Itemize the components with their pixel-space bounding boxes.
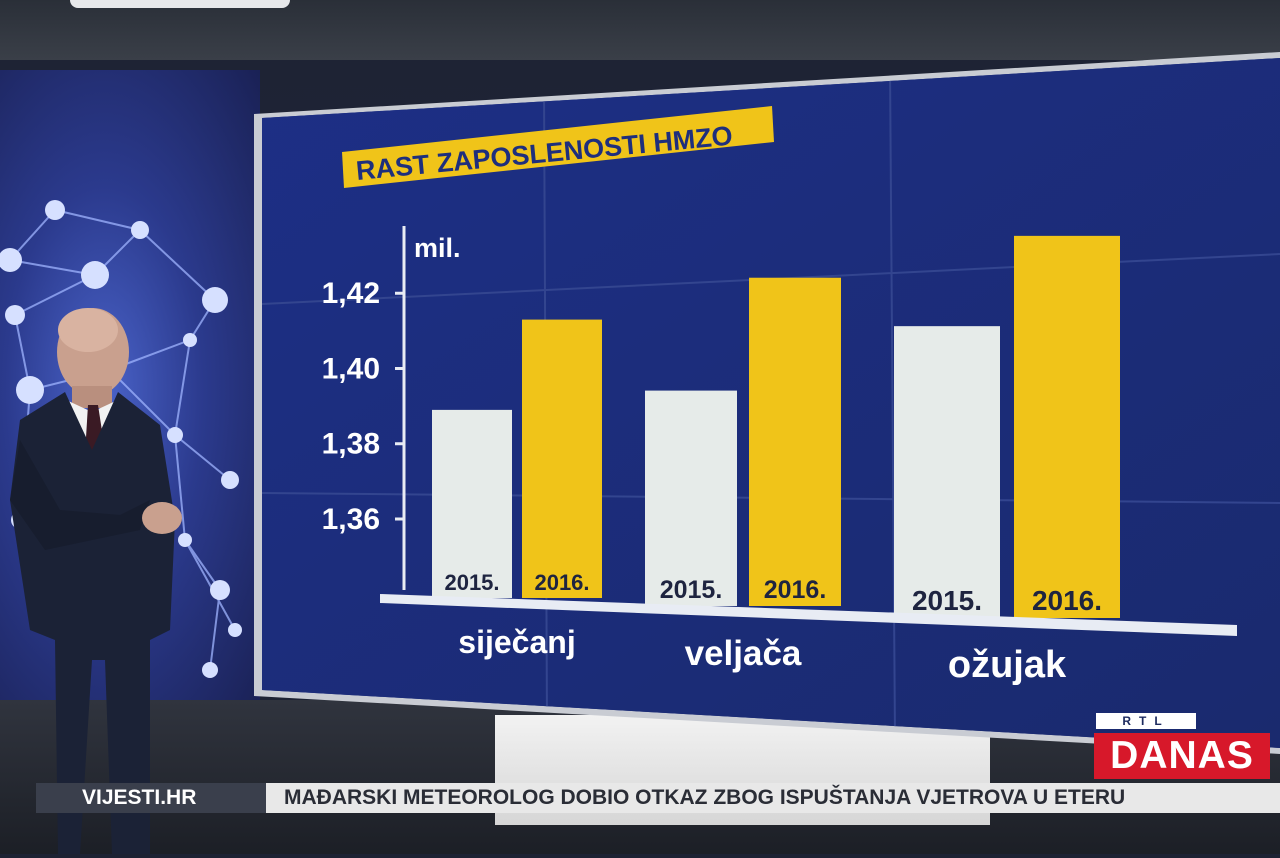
bar-2016-2 [1014, 235, 1120, 618]
presenter-figure [10, 308, 182, 854]
category-label: ožujak [948, 644, 1067, 686]
y-axis-unit-label: mil. [414, 233, 461, 263]
bar-2016-0 [522, 319, 602, 598]
category-labels: siječanj veljača ožujak [458, 624, 1067, 686]
bar-series-label: 2016. [1032, 585, 1102, 616]
ticker-headline: MAĐARSKI METEOROLOG DOBIO OTKAZ ZBOG ISP… [266, 783, 1280, 813]
bar-series-label: 2016. [764, 576, 827, 604]
bar-series-label: 2015. [660, 576, 723, 604]
presenter [0, 300, 200, 854]
bars: 2015. 2016. 2015. 2016. 2015. 2016. [432, 235, 1120, 618]
title-box [342, 106, 774, 188]
y-tick-label: 1,40 [322, 352, 380, 385]
category-label: siječanj [458, 624, 575, 660]
y-tick-label: 1,36 [322, 503, 380, 536]
channel-logo: RTL DANAS [1094, 713, 1270, 779]
ticker-source: VIJESTI.HR [36, 783, 266, 813]
bar-series-label: 2015. [912, 585, 982, 616]
bar-series-label: 2015. [444, 570, 499, 595]
chart-screen: RAST ZAPOSLENOSTI HMZO mil. 1,36 1,38 1,40… [262, 58, 1280, 748]
bar-series-label: 2016. [534, 570, 589, 595]
studio-light [70, 0, 290, 8]
bar-2016-1 [749, 277, 841, 606]
y-tick-label: 1,38 [322, 428, 380, 461]
y-tick-label: 1,42 [322, 277, 380, 310]
studio-ceiling [0, 0, 1280, 60]
y-axis-ticks: 1,36 1,38 1,40 1,42 [322, 277, 404, 536]
bar-2015-0 [432, 409, 512, 598]
news-ticker: VIJESTI.HR MAĐARSKI METEOROLOG DOBIO OTK… [36, 783, 1280, 813]
logo-show-name: DANAS [1094, 733, 1270, 779]
category-label: veljača [685, 634, 802, 673]
chart-svg: RAST ZAPOSLENOSTI HMZO mil. 1,361,381,40… [262, 58, 1280, 748]
bar-2015-2 [894, 326, 1000, 618]
logo-network: RTL [1096, 713, 1196, 729]
x-axis-baseline [380, 594, 1237, 636]
bar-2015-1 [645, 390, 737, 606]
